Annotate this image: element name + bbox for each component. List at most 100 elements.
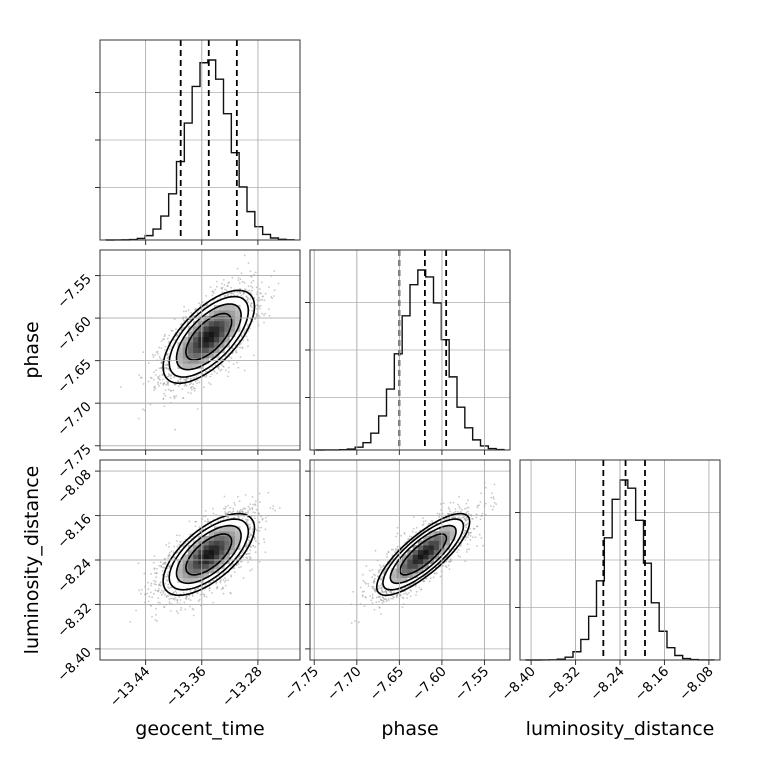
sample-point	[411, 530, 414, 533]
density-cell	[198, 352, 204, 359]
density-cell	[193, 320, 199, 327]
tick-label-x: −8.08	[676, 664, 717, 705]
sample-point	[261, 517, 264, 520]
sample-point	[239, 508, 242, 511]
sample-point	[182, 318, 184, 320]
sample-point	[161, 570, 164, 572]
sample-point	[199, 304, 202, 306]
density-cell	[203, 549, 210, 555]
sample-point	[249, 556, 252, 559]
sample-point	[231, 276, 234, 279]
sample-point	[224, 505, 227, 508]
sample-point	[253, 538, 256, 541]
sample-point	[137, 562, 140, 565]
sample-point	[153, 567, 156, 570]
sample-point	[150, 591, 152, 594]
sample-point	[431, 520, 433, 523]
sample-point	[222, 365, 225, 368]
sample-point	[154, 580, 157, 583]
sample-point	[237, 563, 240, 565]
sample-point	[160, 361, 163, 363]
tick-label-x: −7.65	[367, 664, 408, 705]
sample-point	[469, 538, 472, 541]
density-cell	[391, 577, 397, 583]
sample-point	[192, 383, 195, 386]
sample-point	[187, 309, 190, 312]
density-cell	[208, 559, 215, 565]
sample-point	[225, 289, 228, 291]
sample-point	[247, 561, 249, 564]
sample-point	[387, 597, 390, 600]
sample-point	[192, 608, 195, 611]
sample-point	[382, 565, 385, 568]
sample-point	[469, 535, 472, 537]
density-cell	[219, 559, 225, 565]
sample-point	[194, 588, 196, 591]
sample-point	[209, 286, 212, 288]
sample-point	[241, 510, 244, 513]
sample-point	[392, 597, 394, 600]
sample-point	[471, 536, 474, 538]
density-cell	[187, 549, 194, 555]
density-cell	[214, 331, 220, 338]
sample-point	[463, 518, 466, 521]
sample-point	[479, 501, 482, 503]
sample-point	[410, 536, 413, 538]
sample-point	[258, 542, 260, 545]
sample-point	[459, 510, 462, 513]
sample-point	[166, 595, 168, 597]
sample-point	[165, 367, 168, 370]
sample-point	[251, 568, 254, 571]
sample-point	[162, 566, 165, 569]
sample-point	[219, 581, 222, 584]
sample-point	[241, 280, 244, 283]
sample-point	[247, 285, 250, 288]
sample-point	[164, 389, 167, 391]
sample-point	[205, 596, 208, 598]
sample-point	[433, 572, 436, 575]
density-cell	[214, 320, 220, 327]
sample-point	[478, 504, 480, 507]
sample-point	[236, 267, 239, 270]
sample-point	[170, 375, 172, 377]
sample-point	[248, 528, 251, 531]
sample-point	[205, 295, 208, 297]
density-cell	[433, 554, 440, 560]
density-cell	[214, 545, 220, 551]
density-cell	[208, 352, 215, 359]
sample-point	[462, 533, 465, 535]
sample-point	[350, 603, 352, 606]
density-cell	[229, 304, 236, 311]
density-cell	[208, 331, 215, 338]
density-cell	[449, 526, 456, 532]
sample-point	[192, 614, 195, 617]
sample-point	[350, 622, 353, 624]
sample-point	[245, 518, 247, 521]
density-cell	[208, 531, 215, 537]
sample-point	[198, 598, 201, 601]
density-cell	[219, 336, 225, 343]
sample-point	[196, 592, 199, 595]
sample-point	[240, 566, 242, 568]
hist-panel-luminosity-distance: −8.40 −8.32 −8.24 −8.16 −8.08	[498, 459, 721, 705]
sample-point	[438, 516, 440, 519]
density-cell	[214, 342, 220, 348]
sample-point	[158, 367, 161, 370]
sample-point	[224, 579, 227, 582]
contour-line	[162, 289, 256, 385]
sample-point	[372, 586, 375, 588]
sample-point	[168, 601, 171, 603]
sample-point	[140, 592, 142, 595]
sample-point	[168, 348, 171, 351]
sample-point	[373, 588, 375, 591]
density-cell	[193, 568, 199, 574]
density-cell	[214, 535, 220, 541]
sample-point	[448, 508, 451, 511]
sample-point	[227, 284, 229, 287]
sample-point	[229, 591, 232, 594]
sample-point	[354, 620, 356, 622]
sample-point	[377, 571, 380, 574]
sample-point	[181, 388, 184, 390]
sample-point	[465, 551, 468, 553]
density-cell	[449, 535, 456, 541]
